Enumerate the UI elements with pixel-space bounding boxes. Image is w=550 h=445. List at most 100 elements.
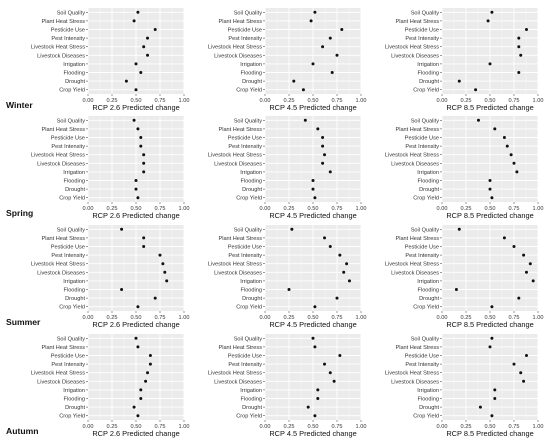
category-label-winter-1-3: Pest Intensity — [228, 36, 262, 42]
data-point-summer-0-9 — [136, 305, 140, 309]
data-point-winter-1-7 — [330, 71, 334, 74]
xtick-label-spring-2-3: 0.75 — [509, 206, 520, 212]
data-point-winter-2-8 — [457, 79, 461, 83]
category-label-autumn-0-1: Plant Heat Stress — [41, 345, 85, 351]
category-label-winter-1-0: Soil Quality — [234, 10, 262, 16]
xtick-label-autumn-1-4: 1.00 — [356, 424, 367, 430]
xtick-label-autumn-1-0: 0.00 — [260, 424, 271, 430]
season-label-spring: Spring — [6, 208, 33, 218]
category-label-autumn-1-7: Flooding — [241, 397, 262, 403]
category-label-summer-0-6: Irrigation — [63, 279, 85, 285]
category-label-winter-1-8: Drought — [242, 79, 262, 85]
category-label-autumn-2-6: Irrigation — [417, 388, 439, 394]
data-point-spring-2-6 — [515, 170, 519, 174]
xtick-label-spring-0-3: 0.75 — [155, 206, 166, 212]
category-label-autumn-0-3: Pest Intensity — [51, 362, 85, 368]
data-point-summer-2-9 — [490, 305, 494, 309]
data-point-autumn-0-8 — [132, 405, 136, 409]
xtick-label-spring-0-4: 1.00 — [179, 206, 190, 212]
data-point-winter-2-6 — [488, 62, 492, 66]
data-point-winter-0-4 — [142, 45, 146, 49]
category-label-spring-1-8: Drought — [242, 187, 262, 193]
data-point-summer-2-0 — [457, 227, 461, 231]
xtick-label-spring-1-2: 0.50 — [308, 206, 319, 212]
data-point-summer-0-5 — [163, 270, 167, 274]
data-point-summer-0-2 — [142, 245, 146, 248]
data-point-winter-2-9 — [474, 88, 478, 92]
data-point-spring-0-8 — [134, 187, 138, 191]
category-label-autumn-0-8: Drought — [65, 405, 85, 411]
category-label-spring-1-7: Flooding — [241, 179, 262, 185]
data-point-summer-0-0 — [120, 227, 124, 231]
category-label-autumn-0-0: Soil Quality — [57, 336, 85, 342]
category-label-winter-0-0: Soil Quality — [57, 10, 85, 16]
data-point-summer-1-2 — [328, 245, 332, 248]
category-label-winter-2-7: Flooding — [418, 71, 439, 77]
data-point-autumn-2-7 — [493, 397, 497, 400]
category-label-autumn-1-9: Crop Yield — [236, 414, 262, 420]
data-point-summer-1-7 — [287, 288, 291, 291]
data-point-winter-2-4 — [517, 45, 521, 49]
data-point-summer-1-0 — [290, 227, 294, 231]
data-point-autumn-0-2 — [148, 354, 152, 357]
xtick-label-autumn-0-4: 1.00 — [179, 424, 190, 430]
category-label-winter-2-4: Livestock Heat Stress — [385, 45, 439, 51]
season-label-winter: Winter — [6, 100, 33, 110]
data-point-autumn-0-7 — [139, 397, 143, 400]
data-point-winter-0-3 — [146, 36, 150, 40]
xtick-label-spring-2-4: 1.00 — [533, 206, 544, 212]
xaxis-label-summer-0: RCP 2.6 Predicted change — [92, 320, 179, 329]
data-point-summer-0-6 — [165, 279, 169, 283]
data-point-autumn-2-4 — [519, 371, 523, 375]
xtick-label-winter-2-3: 0.75 — [509, 98, 520, 104]
data-point-winter-1-0 — [313, 10, 317, 14]
category-label-summer-1-3: Pest Intensity — [228, 253, 262, 259]
category-label-summer-1-0: Soil Quality — [234, 227, 262, 233]
category-label-winter-1-7: Flooding — [241, 71, 262, 77]
category-label-summer-2-8: Drought — [419, 296, 439, 302]
category-label-autumn-1-8: Drought — [242, 405, 262, 411]
data-point-summer-2-6 — [531, 279, 535, 283]
category-label-spring-1-9: Crop Yield — [236, 196, 262, 202]
xtick-label-winter-2-2: 0.50 — [485, 98, 496, 104]
data-point-spring-2-5 — [512, 161, 516, 165]
data-point-winter-0-1 — [132, 19, 136, 23]
category-label-winter-2-2: Pesticide Use — [405, 28, 439, 34]
category-label-summer-1-7: Flooding — [241, 288, 262, 294]
xaxis-label-winter-1: RCP 4.5 Predicted change — [269, 103, 356, 112]
xtick-label-autumn-2-3: 0.75 — [509, 424, 520, 430]
xtick-label-summer-1-4: 1.00 — [356, 315, 367, 321]
data-point-summer-0-8 — [153, 296, 157, 300]
data-point-summer-1-8 — [335, 296, 339, 300]
category-label-spring-1-3: Pest Intensity — [228, 144, 262, 150]
xtick-label-spring-0-0: 0.00 — [83, 206, 94, 212]
data-point-autumn-1-1 — [313, 345, 317, 349]
xtick-label-summer-2-0: 0.00 — [437, 315, 448, 321]
data-point-summer-2-5 — [524, 270, 528, 274]
category-label-summer-1-4: Livestock Heat Stress — [208, 262, 262, 268]
xtick-label-autumn-1-3: 0.75 — [332, 424, 343, 430]
data-point-winter-1-6 — [311, 62, 315, 66]
category-label-summer-1-5: Livestock Diseases — [214, 270, 262, 276]
data-point-autumn-0-3 — [148, 362, 152, 366]
data-point-spring-1-2 — [321, 136, 325, 139]
xtick-label-winter-1-4: 1.00 — [356, 98, 367, 104]
category-label-winter-0-1: Plant Heat Stress — [41, 19, 85, 25]
category-label-winter-1-9: Crop Yield — [236, 88, 262, 94]
category-label-spring-0-8: Drought — [65, 187, 85, 193]
data-point-autumn-2-6 — [493, 388, 497, 392]
data-point-spring-2-9 — [490, 196, 494, 200]
category-label-winter-0-5: Livestock Diseases — [37, 53, 85, 59]
category-label-spring-2-1: Plant Heat Stress — [395, 127, 439, 133]
category-label-winter-0-3: Pest Intensity — [51, 36, 85, 42]
xtick-label-spring-1-4: 1.00 — [356, 206, 367, 212]
category-label-spring-0-1: Plant Heat Stress — [41, 127, 85, 133]
category-label-summer-2-3: Pest Intensity — [405, 253, 439, 259]
category-label-summer-2-6: Irrigation — [417, 279, 439, 285]
xtick-label-summer-1-0: 0.00 — [260, 315, 271, 321]
category-label-spring-2-4: Livestock Heat Stress — [385, 153, 439, 159]
xtick-label-spring-2-0: 0.00 — [437, 206, 448, 212]
category-label-spring-0-4: Livestock Heat Stress — [31, 153, 85, 159]
data-point-summer-2-8 — [517, 296, 521, 300]
category-label-autumn-0-6: Irrigation — [63, 388, 85, 394]
